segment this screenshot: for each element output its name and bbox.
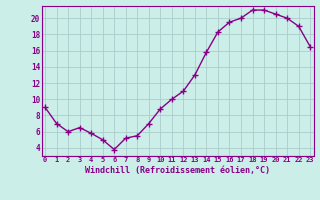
X-axis label: Windchill (Refroidissement éolien,°C): Windchill (Refroidissement éolien,°C) [85, 166, 270, 175]
